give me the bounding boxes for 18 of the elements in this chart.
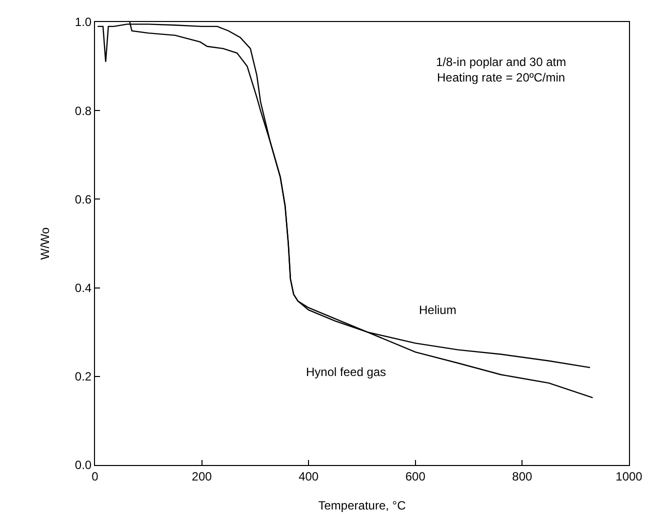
- text: Helium: [419, 303, 456, 317]
- x-tick-label: 600: [405, 469, 426, 484]
- x-tick-label: 1000: [616, 469, 643, 484]
- x-tick-label: 200: [192, 469, 212, 484]
- annotation: Heating rate = 20ºC/min: [436, 70, 566, 85]
- x-axis-title: Temperature, °C: [318, 498, 406, 512]
- x-tick-label: 0: [92, 469, 99, 484]
- y-tick-label: 1.0: [74, 15, 92, 30]
- x-tick-label: 400: [298, 469, 319, 484]
- x-tick-label: 800: [512, 469, 533, 484]
- y-tick-label: 0.4: [74, 281, 92, 295]
- annotation: 1/8-in poplar and 30 atm: [436, 55, 566, 69]
- y-tick-label: 0.2: [74, 370, 92, 384]
- series-label: Hynol feed gas: [306, 365, 386, 379]
- y-axis-title: W/Wo: [38, 226, 52, 260]
- y-tick-label: 0.8: [74, 104, 92, 118]
- y-tick-label: 0.0: [74, 458, 92, 472]
- y-tick-label: 0.6: [74, 192, 92, 206]
